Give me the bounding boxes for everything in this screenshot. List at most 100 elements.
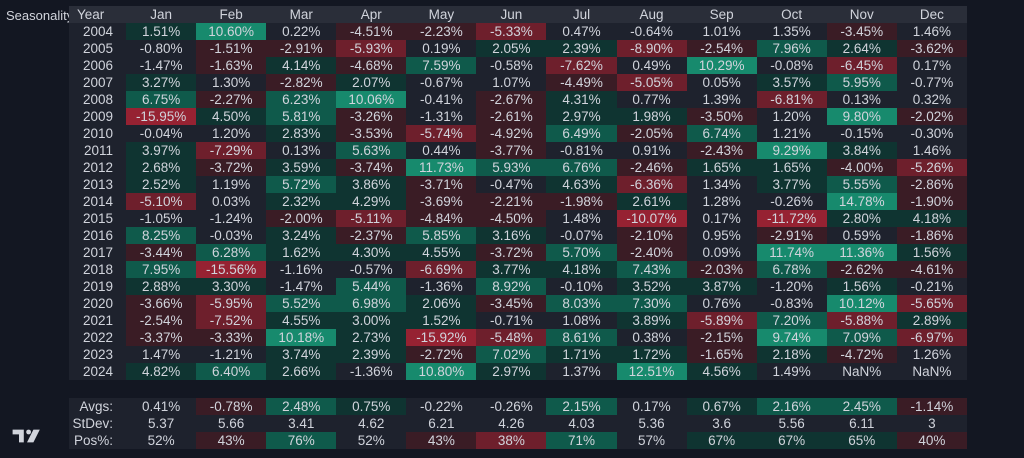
column-header-month: May [406, 6, 477, 23]
stat-label: Pos%: [69, 432, 127, 449]
return-cell: -1.16% [266, 261, 337, 278]
return-cell: -2.21% [476, 193, 547, 210]
return-cell: 5.55% [826, 176, 897, 193]
return-cell: -4.50% [476, 210, 547, 227]
stat-cell: 43% [406, 432, 477, 449]
return-cell: -3.44% [126, 244, 197, 261]
return-cell: 1.49% [756, 363, 827, 380]
return-cell: 2.39% [546, 40, 617, 57]
year-label: 2012 [69, 159, 127, 176]
stat-cell: 4.26 [476, 415, 547, 432]
return-cell: 2.64% [826, 40, 897, 57]
return-cell: 8.61% [546, 329, 617, 346]
year-row: 2023 1.47% -1.21% 3.74% 2.39% -2.72% 7.02% 1.71… [69, 346, 967, 363]
return-cell: -1.51% [196, 40, 267, 57]
return-cell: 0.19% [406, 40, 477, 57]
return-cell: 2.68% [126, 159, 197, 176]
return-cell: 6.28% [196, 244, 267, 261]
return-cell: 2.32% [266, 193, 337, 210]
return-cell: 2.05% [476, 40, 547, 57]
return-cell: -3.45% [476, 295, 547, 312]
return-cell: -0.80% [126, 40, 197, 57]
return-cell: 7.59% [406, 57, 477, 74]
return-cell: -2.05% [616, 125, 687, 142]
return-cell: -4.92% [476, 125, 547, 142]
return-cell: 5.72% [266, 176, 337, 193]
year-label: 2013 [69, 176, 127, 193]
return-cell: 3.87% [686, 278, 757, 295]
return-cell: -3.66% [126, 295, 197, 312]
return-cell: 4.55% [266, 312, 337, 329]
stat-cell: 71% [546, 432, 617, 449]
return-cell: -0.26% [756, 193, 827, 210]
return-cell: 10.60% [196, 23, 267, 40]
return-cell: -1.47% [266, 278, 337, 295]
return-cell: -3.62% [896, 40, 967, 57]
stat-cell: 0.75% [336, 398, 407, 415]
year-label: 2014 [69, 193, 127, 210]
tradingview-logo-icon [12, 429, 40, 443]
stat-cell: -0.78% [196, 398, 267, 415]
return-cell: -4.00% [826, 159, 897, 176]
return-cell: 3.77% [476, 261, 547, 278]
return-cell: 5.44% [336, 278, 407, 295]
return-cell: -2.82% [266, 74, 337, 91]
year-row: 2012 2.68% -3.72% 3.59% -3.74% 11.73% 5.93% 6.7… [69, 159, 967, 176]
return-cell: 1.37% [546, 363, 617, 380]
return-cell: 4.31% [546, 91, 617, 108]
return-cell: -3.72% [196, 159, 267, 176]
return-cell: -4.84% [406, 210, 477, 227]
stat-cell: 67% [756, 432, 827, 449]
stat-cell: 6.21 [406, 415, 477, 432]
return-cell: 11.74% [756, 244, 827, 261]
year-label: 2015 [69, 210, 127, 227]
column-header-month: Jan [126, 6, 197, 23]
return-cell: 10.06% [336, 91, 407, 108]
column-header-month: Oct [756, 6, 827, 23]
return-cell: 7.95% [126, 261, 197, 278]
return-cell: 6.49% [546, 125, 617, 142]
return-cell: 12.51% [616, 363, 687, 380]
return-cell: 3.89% [616, 312, 687, 329]
return-cell: 1.26% [896, 346, 967, 363]
return-cell: -15.95% [126, 108, 197, 125]
return-cell: -2.91% [266, 40, 337, 57]
column-header-month: Dec [896, 6, 967, 23]
return-cell: -1.05% [126, 210, 197, 227]
return-cell: -0.41% [406, 91, 477, 108]
seasonality-heatmap: Year Jan Feb Mar Apr May Jun Jul Aug Sep Oct Nov Dec… [69, 6, 967, 449]
return-cell: -4.72% [826, 346, 897, 363]
return-cell: 0.13% [826, 91, 897, 108]
return-cell: -3.72% [476, 244, 547, 261]
return-cell: NaN% [826, 363, 897, 380]
return-cell: 1.19% [196, 176, 267, 193]
return-cell: 0.95% [686, 227, 757, 244]
stat-cell: 0.41% [126, 398, 197, 415]
stat-cell: 40% [896, 432, 967, 449]
return-cell: 2.18% [756, 346, 827, 363]
return-cell: 7.09% [826, 329, 897, 346]
return-cell: 0.47% [546, 23, 617, 40]
return-cell: -1.20% [756, 278, 827, 295]
stat-row: Avgs: 0.41% -0.78% 2.48% 0.75% -0.22% -0.26% 2.… [69, 398, 967, 415]
year-label: 2019 [69, 278, 127, 295]
stat-cell: -1.14% [896, 398, 967, 415]
return-cell: 7.43% [616, 261, 687, 278]
return-cell: 9.74% [756, 329, 827, 346]
return-cell: -6.69% [406, 261, 477, 278]
stat-cell: 43% [196, 432, 267, 449]
return-cell: 0.77% [616, 91, 687, 108]
return-cell: 3.16% [476, 227, 547, 244]
year-label: 2007 [69, 74, 127, 91]
spacer-cell [69, 380, 967, 398]
return-cell: 2.89% [896, 312, 967, 329]
stat-cell: 0.67% [686, 398, 757, 415]
return-cell: 1.65% [756, 159, 827, 176]
return-cell: 0.44% [406, 142, 477, 159]
year-row: 2014 -5.10% 0.03% 2.32% 4.29% -3.69% -2.21% -1.… [69, 193, 967, 210]
return-cell: -3.74% [336, 159, 407, 176]
return-cell: -4.68% [336, 57, 407, 74]
return-cell: 1.08% [546, 312, 617, 329]
stat-cell: 65% [826, 432, 897, 449]
return-cell: 1.47% [126, 346, 197, 363]
